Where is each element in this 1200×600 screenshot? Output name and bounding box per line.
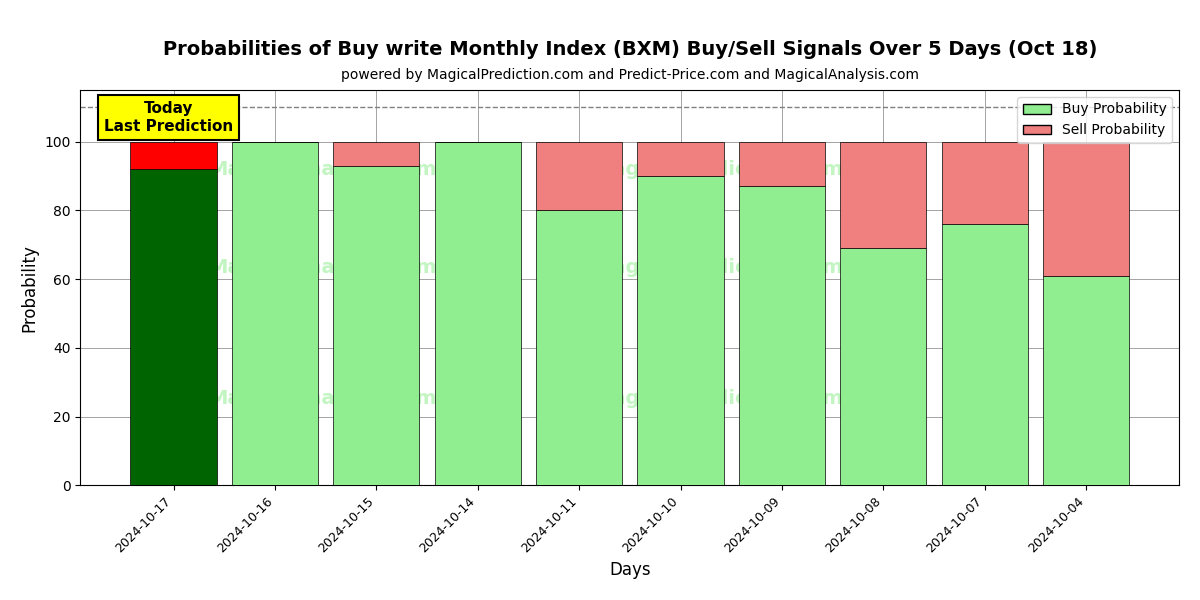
- Text: MagicalAnalysis.com: MagicalAnalysis.com: [208, 389, 437, 408]
- Text: MagicalPrediction.com: MagicalPrediction.com: [593, 259, 842, 277]
- Bar: [131, 142, 217, 169]
- Text: Today
Last Prediction: Today Last Prediction: [104, 101, 233, 134]
- Title: Probabilities of Buy write Monthly Index (BXM) Buy/Sell Signals Over 5 Days (Oct: Probabilities of Buy write Monthly Index…: [163, 40, 1097, 59]
- Bar: [536, 142, 623, 211]
- Bar: [1043, 142, 1129, 275]
- Text: MagicalAnalysis.com: MagicalAnalysis.com: [208, 259, 437, 277]
- Bar: [942, 224, 1028, 485]
- Bar: [840, 142, 926, 248]
- Text: MagicalPrediction.com: MagicalPrediction.com: [593, 160, 842, 179]
- Bar: [536, 211, 623, 485]
- Bar: [739, 186, 826, 485]
- Bar: [739, 142, 826, 186]
- Bar: [942, 142, 1028, 224]
- Bar: [840, 248, 926, 485]
- Bar: [334, 166, 420, 485]
- Legend: Buy Probability, Sell Probability: Buy Probability, Sell Probability: [1018, 97, 1172, 143]
- Text: MagicalPrediction.com: MagicalPrediction.com: [593, 389, 842, 408]
- Text: MagicalAnalysis.com: MagicalAnalysis.com: [208, 160, 437, 179]
- Y-axis label: Probability: Probability: [20, 244, 38, 332]
- Bar: [637, 176, 724, 485]
- Bar: [131, 169, 217, 485]
- Bar: [334, 142, 420, 166]
- Bar: [434, 142, 521, 485]
- Bar: [637, 142, 724, 176]
- X-axis label: Days: Days: [610, 561, 650, 579]
- Bar: [232, 142, 318, 485]
- Bar: [1043, 275, 1129, 485]
- Text: powered by MagicalPrediction.com and Predict-Price.com and MagicalAnalysis.com: powered by MagicalPrediction.com and Pre…: [341, 68, 919, 82]
